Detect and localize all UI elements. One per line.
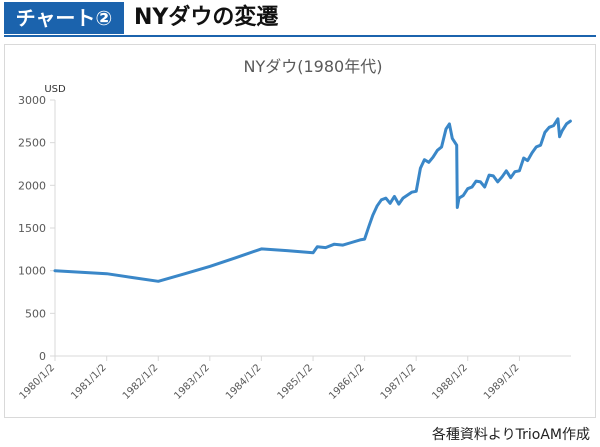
chart-number-badge: チャート② xyxy=(4,2,124,34)
line-chart: NYダウ(1980年代) USD 0 500 1000 1500 2000 2500 3000 1… xyxy=(18,57,572,402)
y-tick-label: 2000 xyxy=(18,179,46,192)
x-tick-label: 1982/1/2 xyxy=(121,362,161,402)
chart-title: NYダウ(1980年代) xyxy=(244,57,383,76)
x-tick-label: 1988/1/2 xyxy=(430,362,470,402)
page-header: チャート② NYダウの変遷 xyxy=(0,0,600,37)
x-tick-label: 1981/1/2 xyxy=(69,362,109,402)
x-tick-label: 1985/1/2 xyxy=(276,362,316,402)
y-tick-label: 1000 xyxy=(18,265,46,278)
y-axis-unit-label: USD xyxy=(44,84,66,95)
y-tick-label: 3000 xyxy=(18,94,46,107)
dow-series-line xyxy=(53,117,572,283)
x-tick-label: 1986/1/2 xyxy=(327,362,367,402)
source-note: 各種資料よりTrioAM作成 xyxy=(431,427,590,443)
x-tick-label: 1983/1/2 xyxy=(172,362,212,402)
header-divider xyxy=(4,35,596,37)
page-title: NYダウの変遷 xyxy=(134,5,279,30)
y-tick-label: 1500 xyxy=(18,222,46,235)
x-tick-label: 1987/1/2 xyxy=(379,362,419,402)
y-tick-label: 500 xyxy=(25,307,46,320)
x-tick-label: 1980/1/2 xyxy=(18,362,58,402)
y-tick-label: 0 xyxy=(39,350,46,363)
y-tick-label: 2500 xyxy=(18,137,46,150)
x-tick-label: 1989/1/2 xyxy=(482,362,522,402)
chart-frame: NYダウ(1980年代) USD 0 500 1000 1500 2000 2500 3000 1… xyxy=(4,44,596,418)
x-tick-label: 1984/1/2 xyxy=(224,362,264,402)
